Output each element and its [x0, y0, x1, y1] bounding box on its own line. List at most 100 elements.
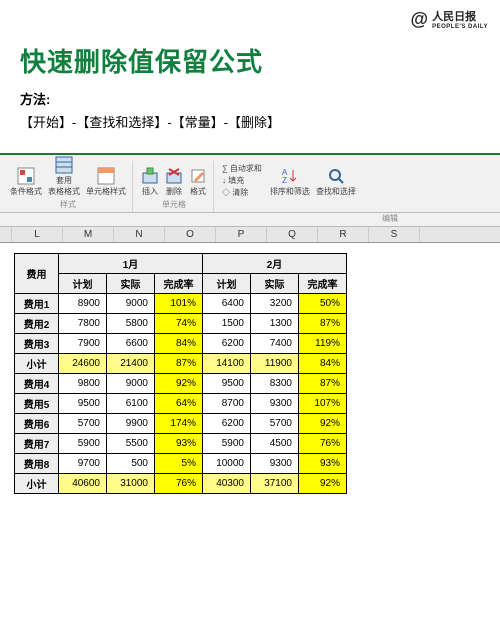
- cell[interactable]: 5500: [107, 434, 155, 454]
- table-row[interactable]: 费用59500610064%87009300107%: [15, 394, 347, 414]
- sort-filter-button[interactable]: AZ排序和筛选: [270, 167, 310, 197]
- cell[interactable]: 40300: [203, 474, 251, 494]
- cell[interactable]: 6400: [203, 294, 251, 314]
- table-row[interactable]: 费用49800900092%9500830087%: [15, 374, 347, 394]
- row-label[interactable]: 费用5: [15, 394, 59, 414]
- cell-rate[interactable]: 74%: [155, 314, 203, 334]
- cell-rate[interactable]: 76%: [155, 474, 203, 494]
- cell[interactable]: 9300: [251, 394, 299, 414]
- col-O[interactable]: O: [165, 227, 216, 242]
- table-row[interactable]: 费用27800580074%1500130087%: [15, 314, 347, 334]
- table-row[interactable]: 费用657009900174%6200570092%: [15, 414, 347, 434]
- cell[interactable]: 5900: [59, 434, 107, 454]
- cell[interactable]: 8900: [59, 294, 107, 314]
- format-table-button[interactable]: 套用 表格格式: [48, 156, 80, 197]
- cell[interactable]: 6200: [203, 414, 251, 434]
- cell[interactable]: 9500: [59, 394, 107, 414]
- cell[interactable]: 6200: [203, 334, 251, 354]
- col-Q[interactable]: Q: [267, 227, 318, 242]
- cell[interactable]: 7800: [59, 314, 107, 334]
- th-month2[interactable]: 2月: [203, 254, 347, 274]
- cell[interactable]: 9700: [59, 454, 107, 474]
- col-S[interactable]: S: [369, 227, 420, 242]
- cell[interactable]: 21400: [107, 354, 155, 374]
- row-label[interactable]: 费用2: [15, 314, 59, 334]
- cell-rate[interactable]: 93%: [299, 454, 347, 474]
- format-button[interactable]: 格式: [189, 167, 207, 197]
- col-N[interactable]: N: [114, 227, 165, 242]
- cell[interactable]: 6100: [107, 394, 155, 414]
- cell[interactable]: 1500: [203, 314, 251, 334]
- corner-cell[interactable]: [0, 227, 12, 242]
- table-row[interactable]: 费用897005005%10000930093%: [15, 454, 347, 474]
- cell[interactable]: 8300: [251, 374, 299, 394]
- th-act1[interactable]: 实际: [107, 274, 155, 294]
- cell[interactable]: 5700: [251, 414, 299, 434]
- table-row[interactable]: 费用37900660084%62007400119%: [15, 334, 347, 354]
- cell[interactable]: 5900: [203, 434, 251, 454]
- cell-rate[interactable]: 87%: [299, 374, 347, 394]
- row-label[interactable]: 小计: [15, 474, 59, 494]
- conditional-format-button[interactable]: 条件格式: [10, 167, 42, 197]
- cell-rate[interactable]: 93%: [155, 434, 203, 454]
- cell[interactable]: 10000: [203, 454, 251, 474]
- cell[interactable]: 37100: [251, 474, 299, 494]
- cell[interactable]: 9300: [251, 454, 299, 474]
- data-table[interactable]: 费用 1月 2月 计划 实际 完成率 计划 实际 完成率 费用189009000…: [14, 253, 347, 494]
- cell[interactable]: 9800: [59, 374, 107, 394]
- th-rate2[interactable]: 完成率: [299, 274, 347, 294]
- cell-rate[interactable]: 87%: [299, 314, 347, 334]
- cell[interactable]: 7900: [59, 334, 107, 354]
- cell-rate[interactable]: 84%: [155, 334, 203, 354]
- th-plan2[interactable]: 计划: [203, 274, 251, 294]
- row-label[interactable]: 费用7: [15, 434, 59, 454]
- cell[interactable]: 1300: [251, 314, 299, 334]
- table-row[interactable]: 小计246002140087%141001190084%: [15, 354, 347, 374]
- cell[interactable]: 4500: [251, 434, 299, 454]
- clear-button[interactable]: ◇ 清除: [222, 187, 262, 198]
- cell[interactable]: 24600: [59, 354, 107, 374]
- delete-button[interactable]: 删除: [165, 167, 183, 197]
- insert-button[interactable]: 插入: [141, 167, 159, 197]
- cell-rate[interactable]: 92%: [299, 474, 347, 494]
- cell[interactable]: 9000: [107, 374, 155, 394]
- cell[interactable]: 11900: [251, 354, 299, 374]
- cell-rate[interactable]: 92%: [299, 414, 347, 434]
- col-M[interactable]: M: [63, 227, 114, 242]
- cell[interactable]: 5800: [107, 314, 155, 334]
- fill-button[interactable]: ↓ 填充: [222, 175, 262, 186]
- cell-rate[interactable]: 84%: [299, 354, 347, 374]
- cell[interactable]: 40600: [59, 474, 107, 494]
- cell[interactable]: 7400: [251, 334, 299, 354]
- find-select-button[interactable]: 查找和选择: [316, 167, 356, 197]
- cell-rate[interactable]: 107%: [299, 394, 347, 414]
- th-rate1[interactable]: 完成率: [155, 274, 203, 294]
- col-R[interactable]: R: [318, 227, 369, 242]
- cell[interactable]: 31000: [107, 474, 155, 494]
- table-row[interactable]: 费用75900550093%5900450076%: [15, 434, 347, 454]
- cell[interactable]: 9500: [203, 374, 251, 394]
- cell-rate[interactable]: 92%: [155, 374, 203, 394]
- row-label[interactable]: 小计: [15, 354, 59, 374]
- cell-rate[interactable]: 76%: [299, 434, 347, 454]
- cell-styles-button[interactable]: 单元格样式: [86, 167, 126, 197]
- cell-rate[interactable]: 5%: [155, 454, 203, 474]
- cell[interactable]: 9900: [107, 414, 155, 434]
- cell[interactable]: 6600: [107, 334, 155, 354]
- cell-rate[interactable]: 87%: [155, 354, 203, 374]
- row-label[interactable]: 费用4: [15, 374, 59, 394]
- worksheet[interactable]: 费用 1月 2月 计划 实际 完成率 计划 实际 完成率 费用189009000…: [0, 243, 500, 494]
- table-row[interactable]: 费用189009000101%6400320050%: [15, 294, 347, 314]
- th-month1[interactable]: 1月: [59, 254, 203, 274]
- row-label[interactable]: 费用6: [15, 414, 59, 434]
- cell[interactable]: 9000: [107, 294, 155, 314]
- cell-rate[interactable]: 101%: [155, 294, 203, 314]
- cell[interactable]: 3200: [251, 294, 299, 314]
- cell-rate[interactable]: 119%: [299, 334, 347, 354]
- cell-rate[interactable]: 50%: [299, 294, 347, 314]
- th-plan1[interactable]: 计划: [59, 274, 107, 294]
- cell-rate[interactable]: 64%: [155, 394, 203, 414]
- cell[interactable]: 14100: [203, 354, 251, 374]
- th-act2[interactable]: 实际: [251, 274, 299, 294]
- cell[interactable]: 5700: [59, 414, 107, 434]
